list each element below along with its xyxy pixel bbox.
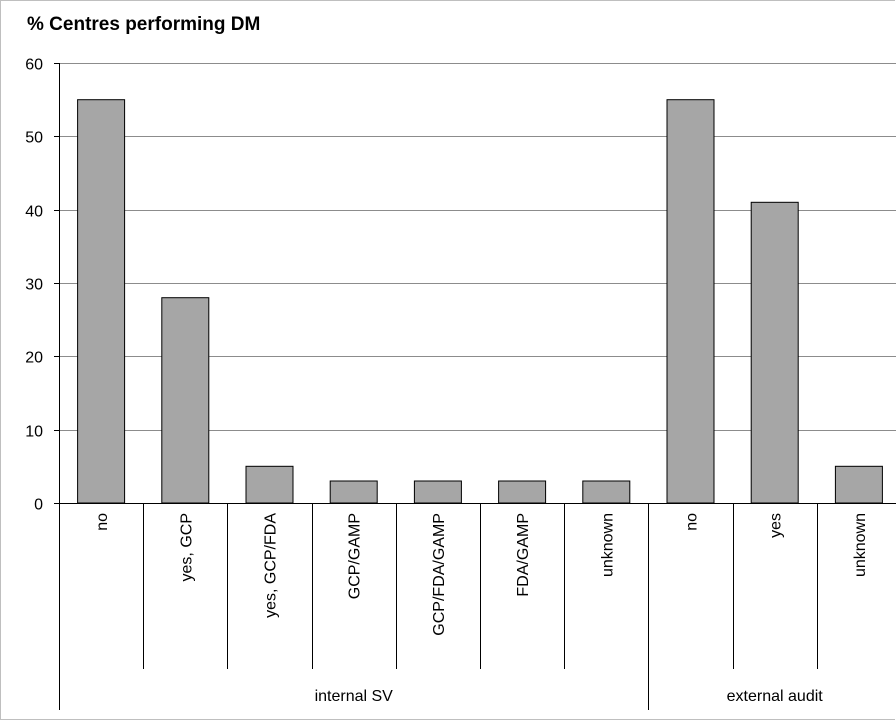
x-category-label: unknown — [599, 513, 616, 577]
x-category-label: unknown — [852, 513, 869, 577]
x-category-label: GCP/FDA/GAMP — [431, 513, 448, 636]
chart-title: % Centres performing DM — [27, 14, 261, 35]
bar — [834, 465, 883, 504]
y-tick-label: 50 — [25, 130, 43, 147]
x-group-label: internal SV — [315, 688, 394, 705]
bar — [77, 99, 126, 504]
bar — [161, 297, 210, 504]
y-tick-label: 40 — [25, 204, 43, 221]
bar — [666, 99, 715, 504]
y-tick-label: 20 — [25, 350, 43, 367]
x-category-label: yes — [768, 513, 785, 538]
bar — [582, 480, 631, 504]
bar — [498, 480, 547, 504]
bars — [77, 99, 883, 504]
bar — [329, 480, 378, 504]
y-tick-label: 0 — [34, 497, 43, 514]
x-category-label: GCP/GAMP — [347, 513, 364, 599]
x-category-label: yes, GCP/FDA — [263, 513, 280, 618]
x-category-label: no — [684, 513, 701, 531]
y-tick-label: 30 — [25, 277, 43, 294]
x-category-label: yes, GCP — [178, 513, 195, 581]
y-tick-label: 60 — [25, 57, 43, 74]
bar — [413, 480, 462, 504]
x-group-label: external audit — [727, 688, 824, 705]
y-tick-label: 10 — [25, 424, 43, 441]
y-axis: 0 10 20 30 40 50 60 — [25, 57, 60, 514]
x-category-label: FDA/GAMP — [515, 513, 532, 597]
x-category-label: no — [94, 513, 111, 531]
x-axis: no yes, GCP yes, GCP/FDA GCP/GAMP GCP/FDA/GA… — [59, 503, 869, 710]
bar — [245, 465, 294, 504]
bar — [750, 201, 799, 504]
